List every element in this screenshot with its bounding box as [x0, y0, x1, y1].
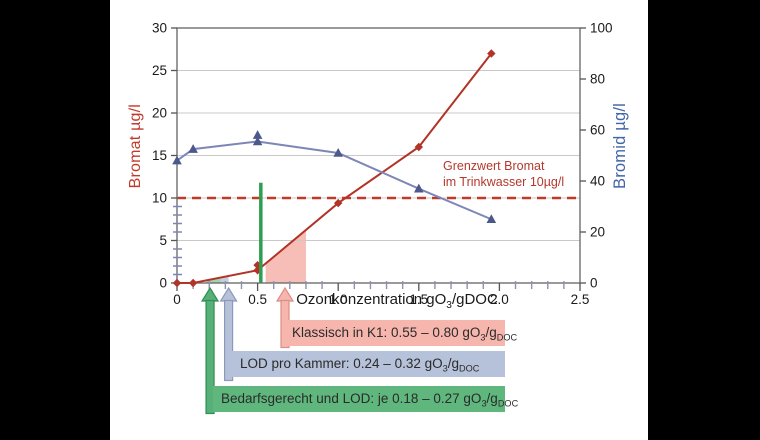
svg-text:0.5: 0.5	[248, 292, 267, 307]
svg-text:15: 15	[152, 148, 167, 163]
svg-text:20: 20	[590, 225, 605, 240]
legend-row-lod-pro-kammer: LOD pro Kammer: 0.24 – 0.32 gO3/gDOC	[232, 351, 505, 377]
svg-text:0: 0	[159, 276, 167, 291]
shaded-region-klassisch	[265, 229, 306, 283]
svg-text:5: 5	[159, 233, 167, 248]
svg-text:2.5: 2.5	[571, 292, 590, 307]
bromat-marker	[188, 278, 198, 288]
bromat-marker	[334, 198, 343, 208]
bromid-marker	[486, 214, 497, 224]
chart-plot-area: 0 5 10 15 20 25 30 0 20 40 60 80 100 0 0.5 1.0 1.5 2.0 2.5	[152, 21, 613, 415]
arrow-head-lod-pro-kammer	[219, 286, 238, 302]
bromat-marker	[414, 142, 423, 152]
svg-text:0: 0	[173, 292, 181, 307]
svg-text:60: 60	[590, 123, 605, 138]
svg-text:30: 30	[152, 21, 167, 36]
bromid-marker	[172, 155, 182, 165]
svg-text:0: 0	[590, 276, 598, 291]
bromat-marker	[487, 49, 496, 58]
grenzwert-annotation: Grenzwert Bromat im Trinkwasser 10µg/l	[443, 158, 564, 190]
chart-canvas: 0 5 10 15 20 25 30 0 20 40 60 80 100 0 0.5 1.0 1.5 2.0 2.5…	[110, 0, 648, 440]
bromid-marker	[252, 130, 263, 139]
arrow-head-klassisch	[275, 286, 295, 302]
bromid-marker	[333, 147, 343, 157]
bromat-marker	[172, 278, 182, 288]
x-axis-label: Ozonkonzentration gO3/gDOC	[296, 291, 498, 311]
y-axis-label-bromat: Bromat µg/l	[127, 104, 144, 189]
svg-text:10: 10	[152, 191, 167, 206]
svg-text:2.0: 2.0	[490, 292, 509, 307]
bromid-marker	[188, 144, 198, 153]
svg-text:1.0: 1.0	[329, 292, 348, 307]
y-axis-label-bromid: Bromid µg/l	[611, 103, 629, 189]
svg-text:25: 25	[152, 63, 167, 78]
bromid-marker	[252, 136, 263, 146]
svg-text:80: 80	[590, 72, 605, 87]
grenzwert-line2: im Trinkwasser 10µg/l	[443, 175, 565, 189]
arrow-shaft-lod-pro-kammer	[223, 299, 234, 382]
grenzwert-line1: Grenzwert Bromat	[443, 159, 545, 173]
svg-text:20: 20	[152, 106, 167, 121]
arrow-shaft-bedarfsgerecht	[205, 299, 215, 415]
svg-text:40: 40	[590, 174, 605, 189]
legend-row-bedarfsgerecht: Bedarfsgerecht und LOD: je 0.18 – 0.27 g…	[213, 386, 518, 412]
arrow-head-bedarfsgerecht	[200, 286, 220, 302]
legend-row-klassisch: Klassisch in K1: 0.55 – 0.80 gO3/gDOC	[284, 320, 517, 346]
svg-text:100: 100	[590, 21, 613, 36]
bromid-marker	[414, 183, 424, 193]
svg-text:1.5: 1.5	[409, 292, 428, 307]
